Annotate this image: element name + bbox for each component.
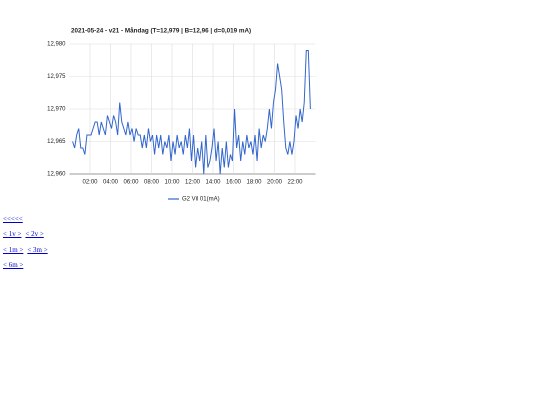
- link-row: <<<<<: [3, 212, 52, 227]
- y-tick-label: 12,975: [47, 74, 66, 80]
- x-tick-label: 14:00: [205, 180, 221, 186]
- nav-link[interactable]: <<<<<: [3, 215, 23, 223]
- x-tick-label: 08:00: [144, 180, 160, 186]
- x-tick-label: 10:00: [164, 180, 180, 186]
- data-line: [72, 50, 311, 175]
- y-tick-label: 12,970: [47, 107, 66, 113]
- x-tick-label: 22:00: [287, 180, 303, 186]
- x-tick-label: 20:00: [267, 180, 283, 186]
- link-row: < 6m >: [3, 258, 52, 273]
- y-tick-label: 12,965: [47, 139, 66, 145]
- x-tick-label: 06:00: [123, 180, 139, 186]
- y-tick-label: 12,960: [47, 172, 66, 178]
- x-tick-label: 16:00: [226, 180, 242, 186]
- chart-title: 2021-05-24 - v21 - Måndag (T=12,979 | B=…: [71, 27, 251, 35]
- link-row: < 1m > < 3m >: [3, 243, 52, 258]
- nav-link[interactable]: < 6m >: [3, 260, 24, 269]
- nav-links: <<<<< < 1v > < 2v > < 1m > < 3m > < 6m >: [3, 212, 52, 273]
- nav-link[interactable]: < 1m >: [3, 245, 24, 254]
- y-tick-label: 12,980: [47, 42, 66, 48]
- x-tick-label: 18:00: [246, 180, 262, 186]
- nav-link[interactable]: < 2v >: [25, 230, 44, 239]
- x-tick-label: 04:00: [103, 180, 119, 186]
- legend-label: G2 Vil 01(mA): [182, 197, 220, 203]
- chart: 2021-05-24 - v21 - Måndag (T=12,979 | B=…: [47, 27, 316, 203]
- x-tick-label: 02:00: [82, 180, 98, 186]
- x-tick-label: 12:00: [185, 180, 201, 186]
- nav-link[interactable]: < 1v >: [3, 230, 22, 239]
- link-row: < 1v > < 2v >: [3, 227, 52, 242]
- nav-link[interactable]: < 3m >: [27, 245, 48, 254]
